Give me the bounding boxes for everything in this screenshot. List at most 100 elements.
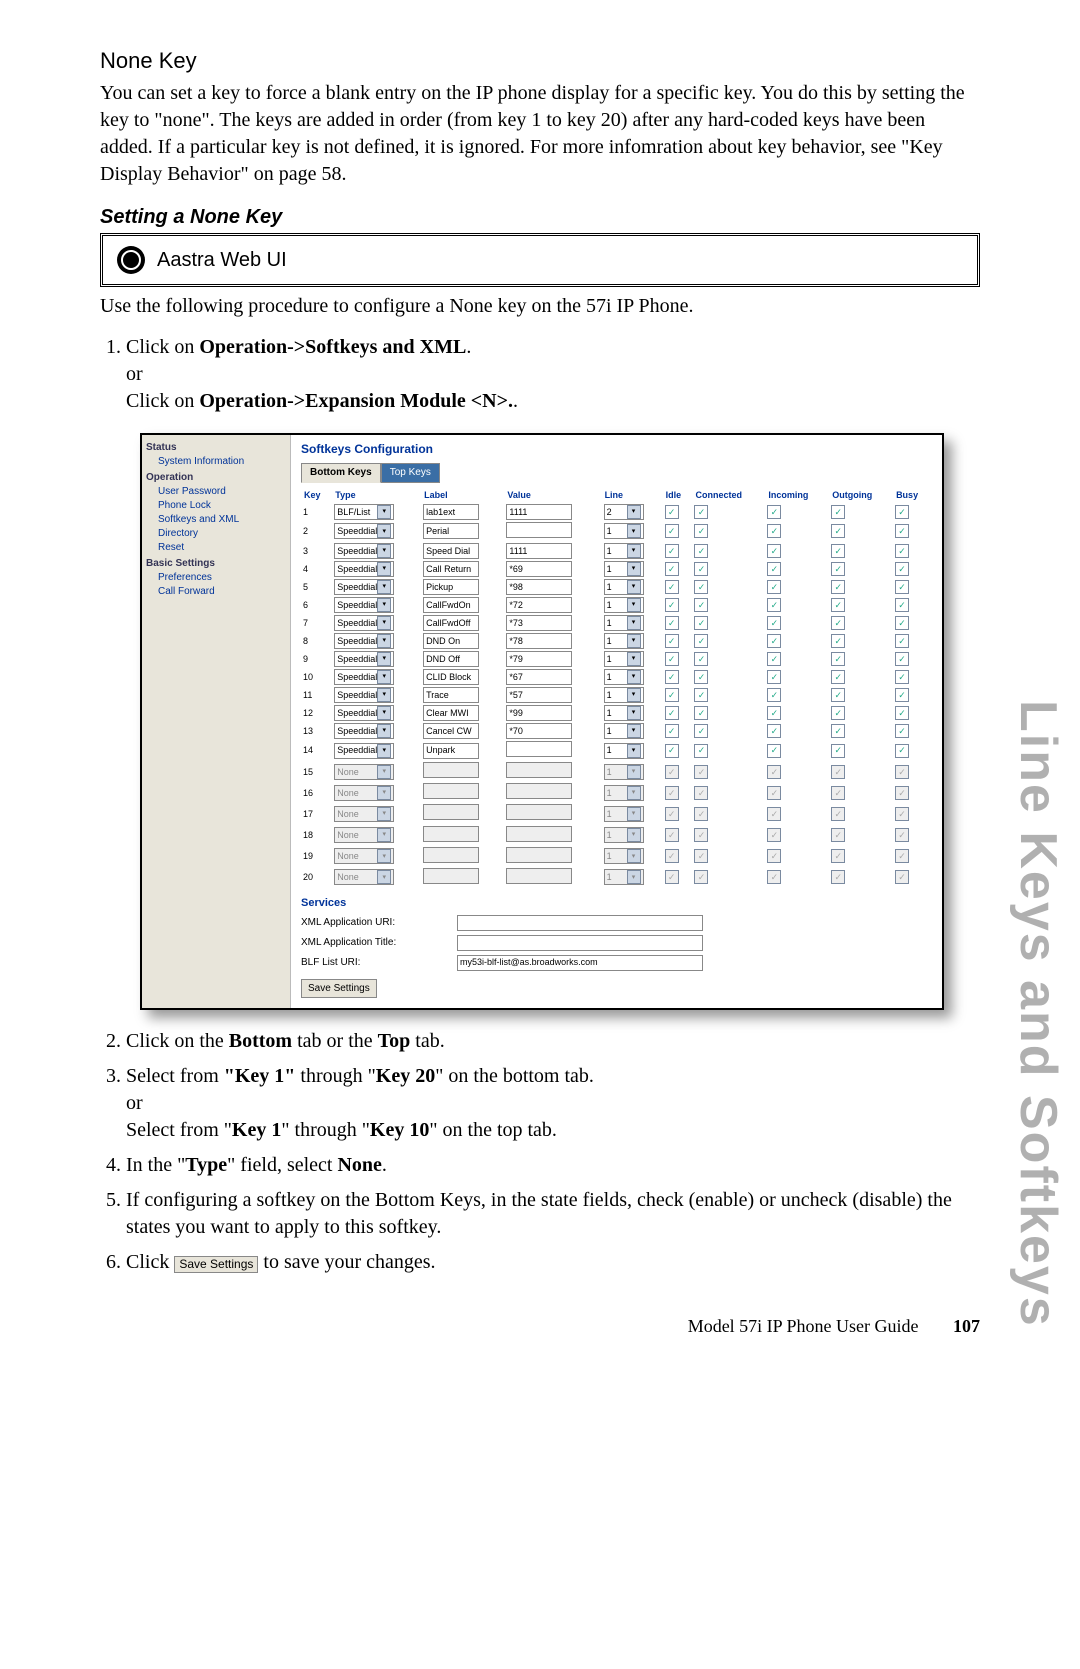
label-input[interactable]: Perial — [423, 523, 479, 539]
value-input[interactable] — [506, 762, 572, 778]
line-select[interactable]: 1▾ — [604, 579, 644, 595]
value-input[interactable] — [506, 522, 572, 538]
state-checkbox[interactable]: ✓ — [767, 849, 781, 863]
line-select[interactable]: 1▾ — [604, 785, 644, 801]
state-checkbox[interactable]: ✓ — [694, 706, 708, 720]
state-checkbox[interactable]: ✓ — [895, 616, 909, 630]
state-checkbox[interactable]: ✓ — [665, 807, 679, 821]
type-select[interactable]: None▾ — [334, 785, 394, 801]
type-select[interactable]: None▾ — [334, 764, 394, 780]
state-checkbox[interactable]: ✓ — [831, 562, 845, 576]
state-checkbox[interactable]: ✓ — [694, 616, 708, 630]
line-select[interactable]: 1▾ — [604, 561, 644, 577]
state-checkbox[interactable]: ✓ — [831, 634, 845, 648]
line-select[interactable]: 2▾ — [604, 504, 644, 520]
type-select[interactable]: None▾ — [334, 869, 394, 885]
nav-softkeys[interactable]: Softkeys and XML — [158, 514, 239, 525]
state-checkbox[interactable]: ✓ — [694, 724, 708, 738]
value-input[interactable]: *73 — [506, 615, 572, 631]
value-input[interactable] — [506, 868, 572, 884]
state-checkbox[interactable]: ✓ — [665, 688, 679, 702]
state-checkbox[interactable]: ✓ — [767, 544, 781, 558]
state-checkbox[interactable]: ✓ — [694, 634, 708, 648]
state-checkbox[interactable]: ✓ — [665, 524, 679, 538]
state-checkbox[interactable]: ✓ — [895, 870, 909, 884]
state-checkbox[interactable]: ✓ — [767, 562, 781, 576]
state-checkbox[interactable]: ✓ — [831, 744, 845, 758]
state-checkbox[interactable]: ✓ — [694, 688, 708, 702]
state-checkbox[interactable]: ✓ — [694, 870, 708, 884]
value-input[interactable] — [506, 783, 572, 799]
state-checkbox[interactable]: ✓ — [895, 652, 909, 666]
state-checkbox[interactable]: ✓ — [831, 598, 845, 612]
line-select[interactable]: 1▾ — [604, 764, 644, 780]
value-input[interactable]: *98 — [506, 579, 572, 595]
state-checkbox[interactable]: ✓ — [694, 828, 708, 842]
label-input[interactable]: Speed Dial — [423, 543, 479, 559]
tab-bottom[interactable]: Bottom Keys — [301, 463, 381, 483]
state-checkbox[interactable]: ✓ — [767, 652, 781, 666]
state-checkbox[interactable]: ✓ — [831, 505, 845, 519]
state-checkbox[interactable]: ✓ — [895, 765, 909, 779]
xml-title-input[interactable] — [457, 935, 703, 951]
value-input[interactable]: *78 — [506, 633, 572, 649]
label-input[interactable]: Pickup — [423, 579, 479, 595]
state-checkbox[interactable]: ✓ — [831, 786, 845, 800]
state-checkbox[interactable]: ✓ — [694, 598, 708, 612]
state-checkbox[interactable]: ✓ — [694, 562, 708, 576]
state-checkbox[interactable]: ✓ — [831, 870, 845, 884]
type-select[interactable]: Speeddial▾ — [334, 579, 394, 595]
type-select[interactable]: Speeddial▾ — [334, 523, 394, 539]
line-select[interactable]: 1▾ — [604, 743, 644, 759]
state-checkbox[interactable]: ✓ — [665, 505, 679, 519]
label-input[interactable]: Unpark — [423, 743, 479, 759]
nav-callfwd[interactable]: Call Forward — [158, 586, 215, 597]
state-checkbox[interactable]: ✓ — [895, 634, 909, 648]
state-checkbox[interactable]: ✓ — [895, 828, 909, 842]
value-input[interactable]: *67 — [506, 669, 572, 685]
state-checkbox[interactable]: ✓ — [895, 580, 909, 594]
type-select[interactable]: Speeddial▾ — [334, 723, 394, 739]
type-select[interactable]: Speeddial▾ — [334, 669, 394, 685]
nav-prefs[interactable]: Preferences — [158, 572, 212, 583]
label-input[interactable]: lab1ext — [423, 504, 479, 520]
value-input[interactable] — [506, 804, 572, 820]
state-checkbox[interactable]: ✓ — [767, 580, 781, 594]
value-input[interactable] — [506, 741, 572, 757]
state-checkbox[interactable]: ✓ — [665, 652, 679, 666]
type-select[interactable]: Speeddial▾ — [334, 743, 394, 759]
state-checkbox[interactable]: ✓ — [831, 706, 845, 720]
state-checkbox[interactable]: ✓ — [694, 744, 708, 758]
nav-directory[interactable]: Directory — [158, 528, 198, 539]
state-checkbox[interactable]: ✓ — [665, 706, 679, 720]
type-select[interactable]: Speeddial▾ — [334, 615, 394, 631]
state-checkbox[interactable]: ✓ — [665, 616, 679, 630]
value-input[interactable]: 1111 — [506, 543, 572, 559]
state-checkbox[interactable]: ✓ — [831, 765, 845, 779]
state-checkbox[interactable]: ✓ — [694, 544, 708, 558]
state-checkbox[interactable]: ✓ — [895, 786, 909, 800]
line-select[interactable]: 1▾ — [604, 827, 644, 843]
state-checkbox[interactable]: ✓ — [895, 524, 909, 538]
state-checkbox[interactable]: ✓ — [831, 616, 845, 630]
state-checkbox[interactable]: ✓ — [895, 849, 909, 863]
state-checkbox[interactable]: ✓ — [665, 670, 679, 684]
label-input[interactable] — [423, 783, 479, 799]
type-select[interactable]: None▾ — [334, 827, 394, 843]
state-checkbox[interactable]: ✓ — [694, 524, 708, 538]
line-select[interactable]: 1▾ — [604, 523, 644, 539]
state-checkbox[interactable]: ✓ — [665, 598, 679, 612]
line-select[interactable]: 1▾ — [604, 687, 644, 703]
state-checkbox[interactable]: ✓ — [831, 652, 845, 666]
label-input[interactable] — [423, 847, 479, 863]
state-checkbox[interactable]: ✓ — [767, 670, 781, 684]
type-select[interactable]: Speeddial▾ — [334, 687, 394, 703]
state-checkbox[interactable]: ✓ — [665, 562, 679, 576]
value-input[interactable]: *70 — [506, 723, 572, 739]
line-select[interactable]: 1▾ — [604, 869, 644, 885]
state-checkbox[interactable]: ✓ — [895, 706, 909, 720]
label-input[interactable]: DND Off — [423, 651, 479, 667]
state-checkbox[interactable]: ✓ — [767, 524, 781, 538]
label-input[interactable] — [423, 762, 479, 778]
state-checkbox[interactable]: ✓ — [895, 505, 909, 519]
